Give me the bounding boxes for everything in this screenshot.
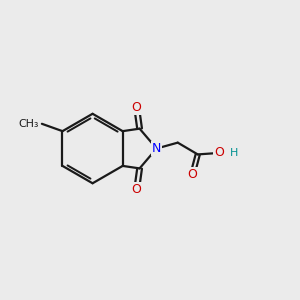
Text: N: N — [152, 142, 161, 155]
Text: O: O — [132, 183, 142, 196]
Text: O: O — [188, 168, 197, 181]
Text: O: O — [214, 146, 224, 159]
Text: O: O — [132, 101, 142, 114]
Text: H: H — [230, 148, 238, 158]
Text: CH₃: CH₃ — [19, 119, 39, 129]
